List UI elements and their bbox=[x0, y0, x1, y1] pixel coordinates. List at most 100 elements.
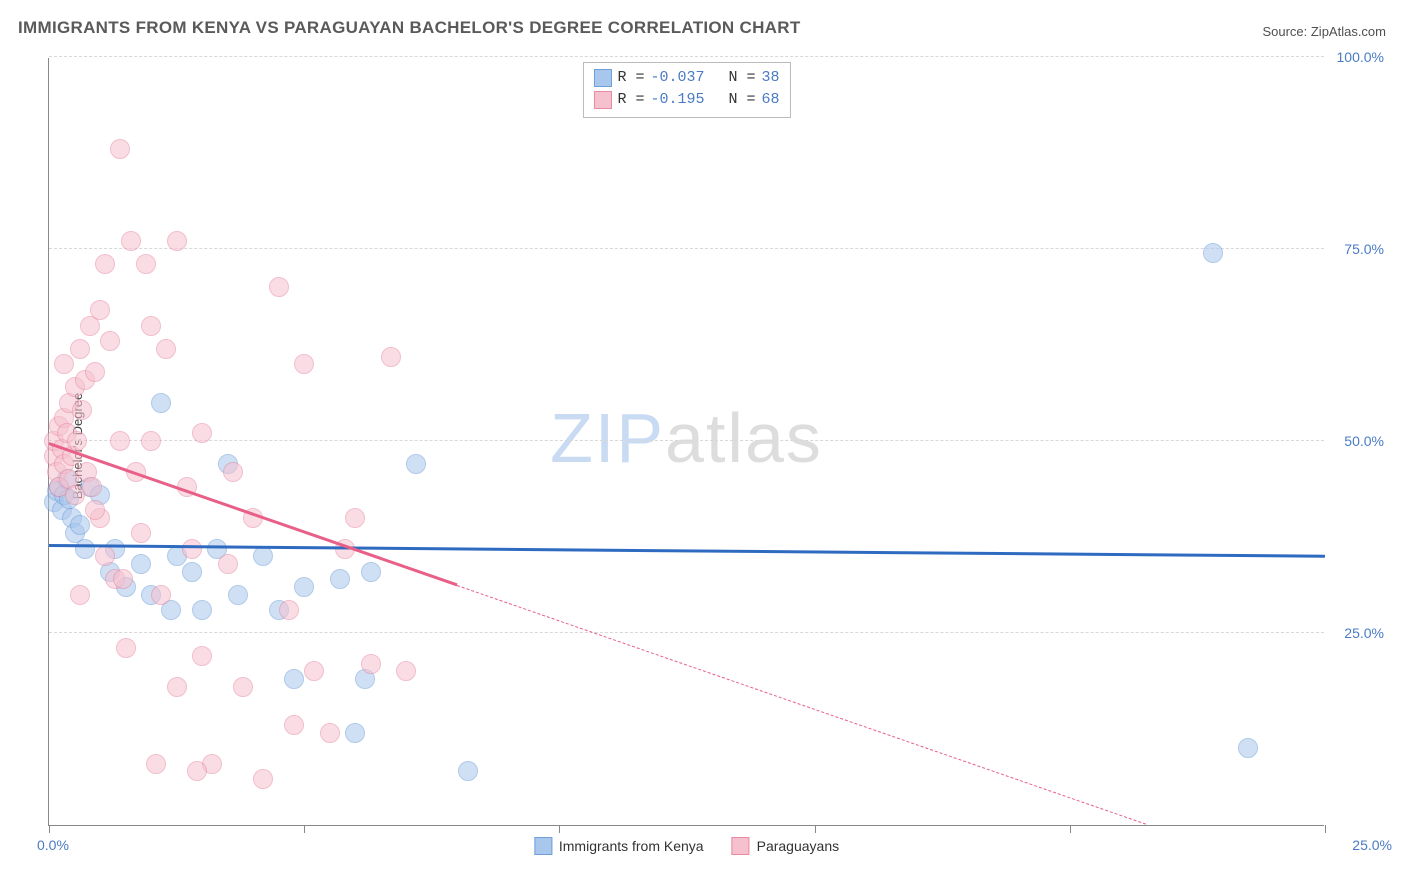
scatter-point bbox=[284, 669, 304, 689]
scatter-point bbox=[396, 661, 416, 681]
scatter-point bbox=[182, 539, 202, 559]
y-tick-label: 75.0% bbox=[1329, 241, 1384, 257]
scatter-point bbox=[345, 508, 365, 528]
scatter-point bbox=[381, 347, 401, 367]
stats-n-value: 68 bbox=[762, 89, 780, 111]
legend-item: Immigrants from Kenya bbox=[534, 837, 704, 855]
scatter-point bbox=[253, 769, 273, 789]
scatter-point bbox=[192, 646, 212, 666]
source-attribution: Source: ZipAtlas.com bbox=[1262, 24, 1386, 39]
watermark: ZIPatlas bbox=[550, 398, 823, 478]
scatter-point bbox=[279, 600, 299, 620]
scatter-point bbox=[167, 677, 187, 697]
scatter-point bbox=[54, 354, 74, 374]
stats-r-value: -0.037 bbox=[650, 67, 704, 89]
scatter-point bbox=[116, 638, 136, 658]
scatter-point bbox=[1238, 738, 1258, 758]
stats-n-label: N = bbox=[711, 89, 756, 111]
stats-r-value: -0.195 bbox=[650, 89, 704, 111]
scatter-point bbox=[75, 539, 95, 559]
source-label: Source: bbox=[1262, 24, 1310, 39]
scatter-point bbox=[294, 577, 314, 597]
scatter-point bbox=[167, 231, 187, 251]
stats-n-value: 38 bbox=[762, 67, 780, 89]
scatter-point bbox=[141, 316, 161, 336]
legend-swatch bbox=[593, 69, 611, 87]
scatter-point bbox=[269, 277, 289, 297]
legend-swatch bbox=[534, 837, 552, 855]
scatter-point bbox=[320, 723, 340, 743]
scatter-point bbox=[100, 331, 120, 351]
scatter-point bbox=[361, 562, 381, 582]
scatter-point bbox=[458, 761, 478, 781]
grid-line bbox=[49, 56, 1324, 57]
legend-item: Paraguayans bbox=[732, 837, 840, 855]
watermark-zip: ZIP bbox=[550, 399, 665, 477]
stats-n-label: N = bbox=[711, 67, 756, 89]
scatter-point bbox=[182, 562, 202, 582]
x-tick bbox=[49, 825, 50, 833]
stats-r-label: R = bbox=[617, 89, 644, 111]
scatter-point bbox=[294, 354, 314, 374]
scatter-point bbox=[141, 431, 161, 451]
scatter-point bbox=[70, 339, 90, 359]
y-tick-label: 100.0% bbox=[1329, 49, 1384, 65]
stats-row: R = -0.195 N = 68 bbox=[593, 89, 779, 111]
scatter-point bbox=[345, 723, 365, 743]
scatter-point bbox=[151, 393, 171, 413]
scatter-point bbox=[151, 585, 171, 605]
x-tick bbox=[815, 825, 816, 833]
scatter-point bbox=[67, 431, 87, 451]
scatter-point bbox=[146, 754, 166, 774]
grid-line bbox=[49, 632, 1324, 633]
y-tick-label: 25.0% bbox=[1329, 625, 1384, 641]
scatter-point bbox=[304, 661, 324, 681]
scatter-point bbox=[131, 523, 151, 543]
scatter-point bbox=[85, 500, 105, 520]
scatter-point bbox=[110, 431, 130, 451]
scatter-point bbox=[113, 569, 133, 589]
bottom-legend: Immigrants from Kenya Paraguayans bbox=[534, 837, 839, 855]
scatter-point bbox=[192, 423, 212, 443]
x-tick-label: 25.0% bbox=[1352, 837, 1392, 853]
y-tick-label: 50.0% bbox=[1329, 433, 1384, 449]
chart-container: IMMIGRANTS FROM KENYA VS PARAGUAYAN BACH… bbox=[0, 0, 1406, 892]
x-tick bbox=[559, 825, 560, 833]
legend-label: Paraguayans bbox=[757, 838, 840, 854]
legend-swatch bbox=[732, 837, 750, 855]
scatter-point bbox=[95, 546, 115, 566]
x-tick bbox=[304, 825, 305, 833]
scatter-point bbox=[361, 654, 381, 674]
plot-area: ZIPatlas R = -0.037 N = 38R = -0.195 N =… bbox=[48, 58, 1324, 826]
scatter-point bbox=[406, 454, 426, 474]
scatter-point bbox=[82, 477, 102, 497]
scatter-point bbox=[131, 554, 151, 574]
x-tick bbox=[1325, 825, 1326, 833]
scatter-point bbox=[253, 546, 273, 566]
scatter-point bbox=[70, 585, 90, 605]
scatter-point bbox=[156, 339, 176, 359]
x-tick bbox=[1070, 825, 1071, 833]
trend-line bbox=[49, 544, 1325, 557]
source-value: ZipAtlas.com bbox=[1311, 24, 1386, 39]
scatter-point bbox=[233, 677, 253, 697]
scatter-point bbox=[110, 139, 130, 159]
scatter-point bbox=[284, 715, 304, 735]
scatter-point bbox=[136, 254, 156, 274]
scatter-point bbox=[70, 515, 90, 535]
scatter-point bbox=[218, 554, 238, 574]
scatter-point bbox=[223, 462, 243, 482]
scatter-point bbox=[187, 761, 207, 781]
x-tick-label: 0.0% bbox=[37, 837, 69, 853]
scatter-point bbox=[90, 300, 110, 320]
stats-row: R = -0.037 N = 38 bbox=[593, 67, 779, 89]
scatter-point bbox=[85, 362, 105, 382]
watermark-atlas: atlas bbox=[665, 399, 823, 477]
stats-r-label: R = bbox=[617, 67, 644, 89]
scatter-point bbox=[121, 231, 141, 251]
scatter-point bbox=[330, 569, 350, 589]
grid-line bbox=[49, 440, 1324, 441]
legend-swatch bbox=[593, 91, 611, 109]
trend-line-dashed bbox=[457, 585, 1146, 825]
stats-legend-box: R = -0.037 N = 38R = -0.195 N = 68 bbox=[582, 62, 790, 118]
